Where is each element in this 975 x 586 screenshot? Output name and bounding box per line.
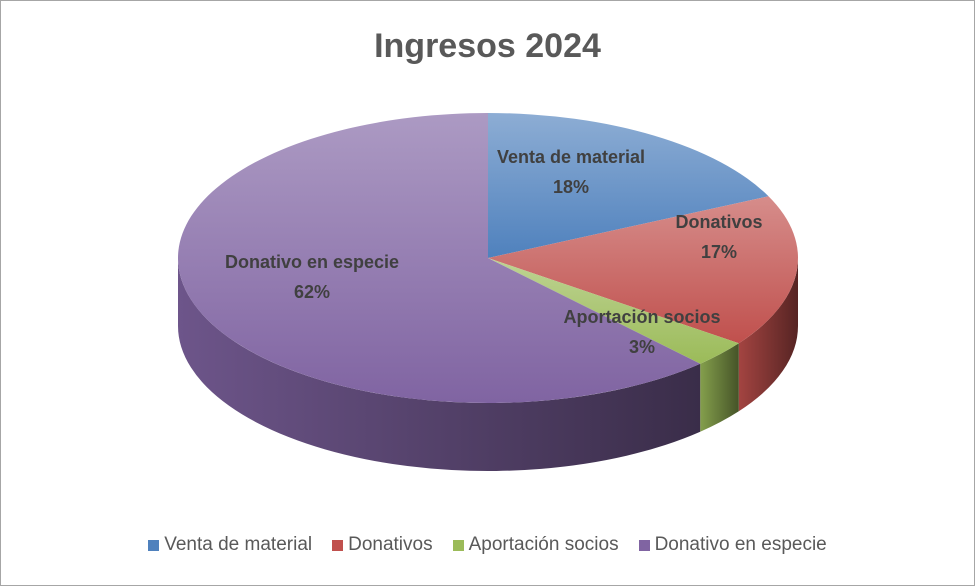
legend-swatch [332,539,344,551]
legend-swatch [452,539,464,551]
legend-label: Aportación socios [468,534,619,555]
pie-slice [177,113,701,403]
data-label-percent: 3% [629,337,655,357]
data-label-category: Venta de material [497,147,645,167]
pie-slice [488,258,739,364]
pie-sides [177,258,798,471]
pie-slice-side [738,258,798,412]
data-label-percent: 62% [294,282,330,302]
legend-item: Donativo en especie [638,534,827,556]
data-label-category: Donativo en especie [225,252,399,272]
pie-tops [177,113,798,403]
data-label-percent: 17% [701,242,737,262]
legend-swatch [148,539,160,551]
pie-slice-side [700,343,739,432]
legend-item: Donativos [332,534,433,556]
pie-labels: Venta de material 18% Donativos 17% Aportaci… [225,147,763,357]
pie-slice-side [177,258,701,471]
legend: Venta de material Donativos Aportación s… [1,534,974,556]
legend-item: Venta de material [148,534,312,556]
data-label-category: Aportación socios [563,307,720,327]
legend-item: Aportación socios [452,534,619,556]
chart-title: Ingresos 2024 [374,27,601,65]
pie-slice [488,196,798,344]
legend-label: Donativo en especie [654,534,827,555]
legend-swatch [638,539,650,551]
legend-label: Venta de material [164,534,313,555]
pie-slice [488,113,769,258]
legend-label: Donativos [348,534,433,555]
data-label-percent: 18% [553,177,589,197]
data-label-category: Donativos [675,212,762,232]
